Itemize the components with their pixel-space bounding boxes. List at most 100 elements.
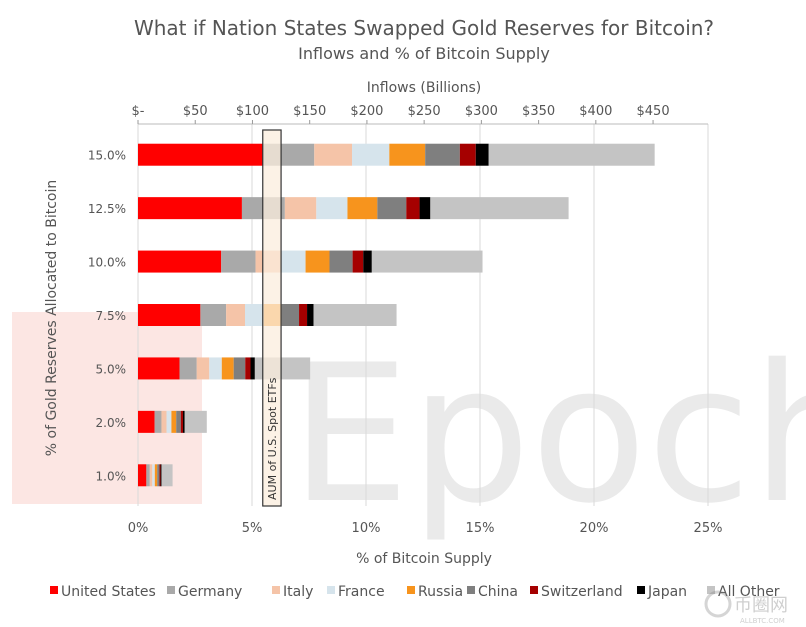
legend-item: Italy: [272, 584, 313, 600]
legend-swatch: [50, 586, 58, 594]
legend-item: Russia: [407, 584, 463, 600]
bar-united-states: [138, 250, 222, 273]
y-tick-label: 5.0%: [96, 362, 127, 376]
bar-japan: [182, 410, 185, 433]
bar-italy: [196, 357, 210, 380]
legend-swatch: [327, 586, 335, 594]
top-tick-label: $250: [408, 104, 441, 119]
x-axis-label: % of Bitcoin Supply: [356, 551, 492, 567]
bar-united-states: [138, 357, 180, 380]
bar-japan: [419, 197, 431, 220]
etf-aum-label: AUM of U.S. Spot ETFs: [266, 377, 279, 500]
bar-united-states: [138, 143, 263, 166]
bar-all-other: [371, 250, 483, 273]
bar-china: [176, 410, 181, 433]
bar-japan: [475, 143, 489, 166]
bar-switzerland: [352, 250, 364, 273]
x-tick-label: 10%: [352, 521, 381, 536]
bar-france: [152, 464, 155, 487]
y-axis-label: % of Gold Reserves Allocated to Bitcoin: [44, 180, 60, 457]
bar-switzerland: [299, 304, 308, 326]
svg-text:币圈网: 币圈网: [734, 595, 788, 616]
etf-aum-band: [262, 129, 282, 507]
legend-swatch: [530, 586, 538, 594]
top-tick-label: $200: [350, 104, 383, 119]
bar-japan: [307, 304, 314, 326]
bar-china: [329, 250, 353, 273]
top-tick-label: $400: [579, 104, 612, 119]
bar-switzerland: [159, 464, 161, 487]
top-tick-label: $-: [132, 104, 145, 119]
bar-united-states: [138, 410, 155, 433]
bar-italy: [149, 464, 153, 487]
legend-item: United States: [50, 584, 156, 600]
legend-item: France: [327, 584, 385, 600]
x-tick-label: 5%: [242, 521, 263, 536]
bar-germany: [200, 304, 227, 326]
legend-swatch: [407, 586, 415, 594]
bar-japan: [160, 464, 162, 487]
x-tick-label: 15%: [466, 521, 495, 536]
bar-all-other: [488, 143, 655, 166]
chart-title: What if Nation States Swapped Gold Reser…: [134, 16, 714, 40]
y-tick-label: 15.0%: [88, 149, 126, 163]
legend-label: Switzerland: [541, 584, 623, 600]
bar-russia: [347, 197, 378, 220]
bar-italy: [226, 304, 246, 326]
legend-label: Japan: [647, 584, 687, 600]
x-tick-label: 0%: [128, 521, 149, 536]
legend-label: United States: [61, 584, 156, 600]
bar-germany: [221, 250, 256, 273]
legend-item: China: [467, 584, 518, 600]
bar-all-other: [161, 464, 173, 487]
bar-united-states: [138, 464, 147, 487]
bar-united-states: [138, 197, 242, 220]
legend-label: France: [338, 584, 385, 600]
bar-russia: [171, 410, 177, 433]
x-tick-label: 25%: [694, 521, 723, 536]
y-tick-label: 2.0%: [96, 416, 127, 430]
legend-label: Germany: [178, 584, 242, 600]
bar-france: [209, 357, 222, 380]
bar-china: [425, 143, 460, 166]
bar-japan: [250, 357, 255, 380]
bar-italy: [161, 410, 167, 433]
legend-item: All Other: [707, 584, 780, 600]
bar-japan: [363, 250, 372, 273]
legend-label: Italy: [283, 584, 313, 600]
legend-label: All Other: [718, 584, 780, 600]
bar-switzerland: [459, 143, 476, 166]
legend-swatch: [707, 586, 715, 594]
bar-france: [166, 410, 172, 433]
bar-italy: [314, 143, 353, 166]
legend-label: Russia: [418, 584, 463, 600]
legend-swatch: [272, 586, 280, 594]
bar-china: [157, 464, 160, 487]
bar-switzerland: [180, 410, 183, 433]
svg-text:Epoch: Epoch: [290, 324, 806, 545]
bar-france: [316, 197, 348, 220]
legend-item: Germany: [167, 584, 242, 600]
bar-united-states: [138, 304, 201, 326]
bar-china: [233, 357, 246, 380]
top-tick-label: $100: [236, 104, 269, 119]
y-tick-label: 12.5%: [88, 202, 126, 216]
bar-russia: [221, 357, 234, 380]
bar-all-other: [430, 197, 569, 220]
watermark-epoch: Epoch: [12, 312, 806, 545]
top-tick-label: $450: [637, 104, 670, 119]
top-tick-label: $150: [293, 104, 326, 119]
top-tick-label: $50: [183, 104, 208, 119]
bar-china: [377, 197, 407, 220]
legend-swatch: [637, 586, 645, 594]
bar-all-other: [313, 304, 397, 326]
watermark-allbtc: 币圈网 ALLBTC.COM: [704, 590, 788, 625]
bar-switzerland: [406, 197, 420, 220]
bar-germany: [146, 464, 150, 487]
y-tick-label: 1.0%: [96, 469, 127, 483]
legend-swatch: [467, 586, 475, 594]
bar-france: [352, 143, 390, 166]
legend-item: Switzerland: [530, 584, 623, 600]
top-axis-label: Inflows (Billions): [367, 80, 481, 96]
bar-france: [280, 250, 306, 273]
